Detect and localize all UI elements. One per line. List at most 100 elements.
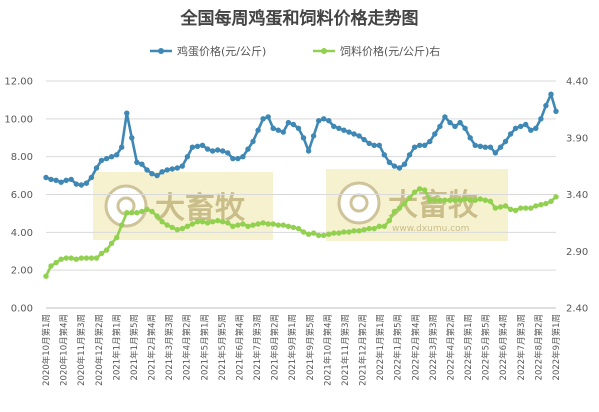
x-tick-label: 2022年8月第2周 — [533, 314, 544, 380]
data-point — [159, 169, 165, 175]
x-tick-label: 2021年1月第5周 — [129, 314, 140, 380]
x-tick-label: 2022年2月第4周 — [410, 314, 421, 380]
data-point — [260, 220, 266, 226]
y-left-tick-label: 10.00 — [4, 114, 33, 125]
data-point — [164, 167, 170, 173]
data-point — [199, 219, 206, 225]
data-point — [139, 208, 145, 215]
x-tick-label: 2022年1月第5周 — [393, 314, 404, 380]
x-tick-label: 2021年5月第5周 — [217, 314, 228, 380]
x-tick-label: 2021年9月第1周 — [287, 314, 298, 380]
data-point — [366, 225, 372, 232]
data-point — [260, 116, 266, 122]
data-point — [336, 230, 342, 236]
data-point — [533, 203, 539, 209]
data-point — [255, 221, 261, 227]
data-point — [548, 91, 554, 97]
legend-label: 鸡蛋价格(元/公斤) — [177, 44, 266, 58]
data-point — [225, 220, 231, 226]
data-point — [406, 195, 413, 201]
data-point — [422, 142, 428, 148]
x-tick-label: 2021年9月第5周 — [305, 314, 316, 380]
x-tick-label: 2021年4月第2周 — [182, 314, 193, 380]
data-point — [215, 217, 221, 224]
data-point — [134, 210, 140, 216]
legend: 鸡蛋价格(元/公斤) 饲料价格(元/公斤)右 — [150, 44, 440, 58]
data-point — [280, 129, 286, 135]
data-point — [53, 259, 59, 266]
data-point — [245, 146, 251, 152]
data-point — [194, 143, 201, 149]
data-point — [361, 136, 367, 143]
data-point — [492, 205, 499, 211]
data-point — [341, 127, 347, 133]
data-point — [169, 166, 175, 172]
data-point — [83, 255, 90, 261]
data-point — [432, 131, 438, 137]
data-point — [194, 219, 201, 225]
data-point — [230, 223, 236, 229]
data-point — [179, 163, 185, 169]
data-point — [270, 221, 276, 227]
data-point — [78, 255, 85, 261]
data-point — [68, 255, 74, 261]
data-point — [225, 150, 231, 156]
x-tick-label: 2022年5月第5周 — [481, 314, 492, 380]
data-point — [129, 210, 135, 216]
data-point — [472, 142, 478, 148]
data-point — [406, 152, 413, 158]
data-point — [452, 197, 458, 203]
data-point — [482, 197, 488, 203]
watermark-logo-icon — [337, 181, 381, 225]
data-point — [154, 213, 160, 219]
data-point — [250, 222, 256, 228]
x-tick-label: 2021年3月第3周 — [164, 314, 175, 380]
data-point — [159, 219, 165, 225]
data-point — [108, 154, 115, 160]
x-tick-label: 2021年11月第3周 — [340, 314, 351, 386]
x-tick-label: 2022年7月第3周 — [516, 314, 527, 380]
data-point — [129, 135, 135, 141]
data-point — [174, 165, 180, 171]
data-point — [245, 223, 251, 229]
data-point — [119, 222, 125, 228]
data-point — [58, 256, 64, 262]
x-tick-label: 2020年12月第2周 — [94, 314, 105, 386]
data-point — [553, 108, 559, 115]
data-point — [422, 187, 428, 193]
data-point — [275, 127, 281, 133]
data-point — [411, 144, 418, 150]
y-right-tick-label: 4.40 — [566, 77, 588, 88]
data-point — [285, 223, 292, 229]
data-point — [386, 159, 393, 165]
data-point — [275, 222, 281, 228]
x-tick-label: 2022年6月第4周 — [498, 314, 509, 380]
data-point — [88, 255, 95, 261]
data-point — [199, 142, 206, 148]
data-point — [300, 229, 307, 235]
data-point — [215, 147, 221, 153]
data-point — [447, 119, 453, 126]
data-point — [295, 125, 302, 131]
data-point — [73, 181, 80, 187]
data-point — [108, 240, 115, 246]
data-point — [467, 135, 473, 141]
data-point — [220, 148, 226, 154]
data-point — [209, 148, 216, 154]
data-point — [548, 198, 554, 204]
data-point — [427, 138, 433, 145]
data-point — [497, 204, 504, 210]
legend-label: 饲料价格(元/公斤)右 — [340, 44, 440, 58]
data-point — [73, 256, 80, 262]
x-tick-label: 2022年5月第1周 — [463, 314, 474, 380]
data-point — [220, 219, 226, 225]
data-point — [265, 114, 271, 120]
data-point — [538, 202, 544, 208]
data-point — [351, 131, 357, 137]
data-point — [346, 229, 352, 235]
data-point — [164, 222, 170, 228]
data-point — [230, 155, 236, 162]
data-point — [351, 228, 357, 234]
data-point — [326, 231, 332, 237]
data-point — [411, 189, 418, 195]
